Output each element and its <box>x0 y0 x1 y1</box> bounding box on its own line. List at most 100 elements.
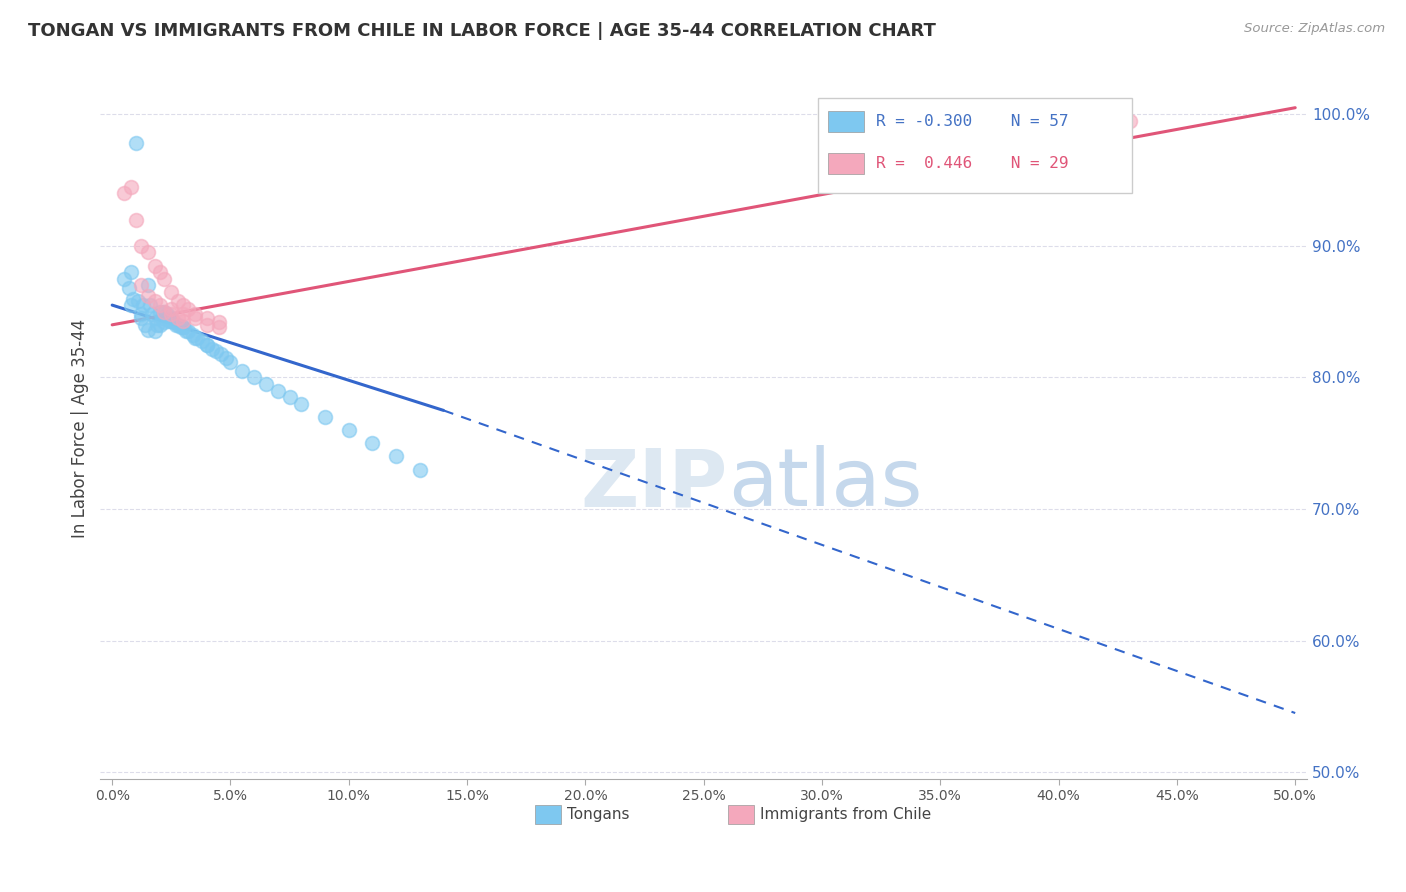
Point <box>184 307 207 321</box>
Point <box>195 337 218 351</box>
Point <box>337 423 360 437</box>
Point <box>118 281 141 295</box>
Point <box>209 347 232 361</box>
Text: Tongans: Tongans <box>568 807 630 822</box>
Point <box>129 311 152 326</box>
Point <box>208 320 231 334</box>
Point <box>143 325 166 339</box>
Point <box>150 311 173 326</box>
Point <box>129 239 152 253</box>
Point <box>153 315 176 329</box>
Point <box>146 318 169 332</box>
Point <box>160 314 183 328</box>
Point <box>191 334 214 348</box>
Text: R =  0.446    N = 29: R = 0.446 N = 29 <box>876 156 1069 171</box>
Point <box>172 320 194 334</box>
Point <box>125 136 148 151</box>
Point <box>184 311 207 326</box>
Point <box>184 331 207 345</box>
Point <box>172 320 194 334</box>
Point <box>136 278 159 293</box>
Point <box>170 320 193 334</box>
Point <box>129 278 152 293</box>
Point <box>129 307 152 321</box>
Point <box>177 301 200 316</box>
Bar <box>828 112 865 132</box>
Point <box>148 298 170 312</box>
Point <box>167 318 190 332</box>
Point <box>195 318 218 332</box>
Point <box>120 265 142 279</box>
Bar <box>728 805 755 824</box>
Point <box>160 311 183 326</box>
Point <box>215 351 238 365</box>
Point <box>409 462 432 476</box>
Point <box>148 265 170 279</box>
Point <box>136 323 159 337</box>
Point <box>122 292 145 306</box>
Point <box>314 409 336 424</box>
Point <box>219 354 242 368</box>
Point <box>172 314 194 328</box>
Point <box>141 307 163 321</box>
Point <box>200 342 222 356</box>
Point <box>163 315 186 329</box>
Point <box>172 307 194 321</box>
Point <box>231 364 253 378</box>
Text: atlas: atlas <box>728 445 922 524</box>
Point <box>153 304 176 318</box>
Point <box>155 307 177 321</box>
Point <box>195 337 218 351</box>
Point <box>160 307 183 321</box>
Point <box>385 450 408 464</box>
Y-axis label: In Labor Force | Age 35-44: In Labor Force | Age 35-44 <box>72 318 89 538</box>
Text: ZIP: ZIP <box>581 445 728 524</box>
Point <box>120 298 142 312</box>
Point <box>139 298 162 312</box>
Point <box>174 325 197 339</box>
Point <box>361 436 384 450</box>
Point <box>290 397 312 411</box>
Point <box>278 390 301 404</box>
Point <box>172 298 194 312</box>
Point <box>195 311 218 326</box>
Point <box>181 328 204 343</box>
Point <box>112 272 135 286</box>
Point <box>112 186 135 201</box>
Bar <box>534 805 561 824</box>
Point <box>125 212 148 227</box>
Point <box>205 344 228 359</box>
Point <box>165 318 187 332</box>
Point <box>254 377 277 392</box>
Point <box>153 272 176 286</box>
Point <box>148 318 170 332</box>
Point <box>167 311 190 326</box>
Point <box>167 294 190 309</box>
Point <box>1118 113 1140 128</box>
Point <box>160 285 183 299</box>
Point <box>120 179 142 194</box>
Point <box>143 311 166 326</box>
Point <box>143 294 166 309</box>
Point <box>160 301 183 316</box>
Point <box>136 245 159 260</box>
Point <box>243 370 266 384</box>
Point <box>136 289 159 303</box>
Bar <box>828 153 865 174</box>
Text: TONGAN VS IMMIGRANTS FROM CHILE IN LABOR FORCE | AGE 35-44 CORRELATION CHART: TONGAN VS IMMIGRANTS FROM CHILE IN LABOR… <box>28 22 936 40</box>
Point <box>148 304 170 318</box>
Text: R = -0.300    N = 57: R = -0.300 N = 57 <box>876 114 1069 129</box>
Point <box>153 304 176 318</box>
Text: Source: ZipAtlas.com: Source: ZipAtlas.com <box>1244 22 1385 36</box>
Point <box>132 298 155 312</box>
Point <box>208 315 231 329</box>
Text: Immigrants from Chile: Immigrants from Chile <box>761 807 932 822</box>
Point <box>127 294 149 309</box>
Point <box>177 325 200 339</box>
Point <box>157 314 180 328</box>
Point <box>134 318 156 332</box>
FancyBboxPatch shape <box>818 98 1132 194</box>
Point <box>143 259 166 273</box>
Point <box>267 384 290 398</box>
Point <box>186 331 208 345</box>
